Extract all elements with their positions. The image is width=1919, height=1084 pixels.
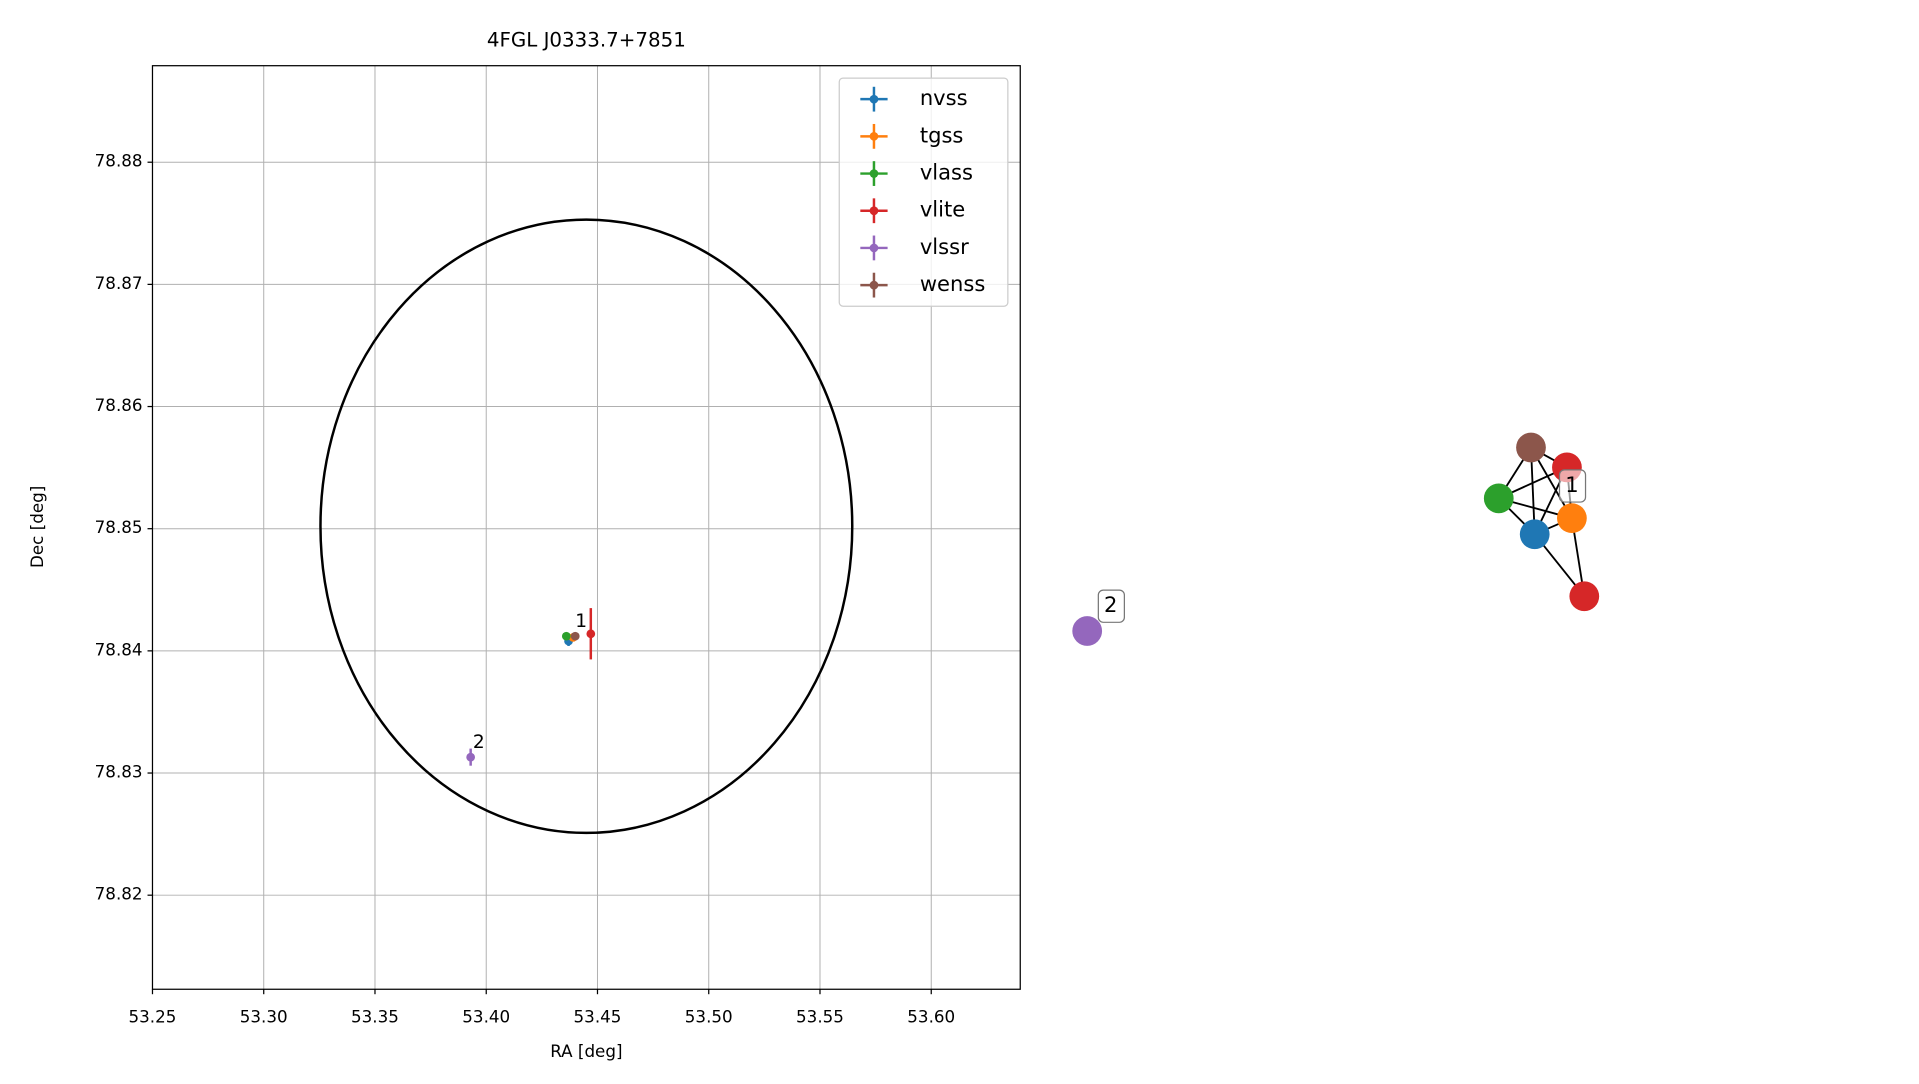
node — [1072, 616, 1103, 646]
cluster-label: 1 — [1565, 472, 1578, 497]
y-tick-label: 78.83 — [95, 762, 143, 782]
axes-frame — [151, 65, 1021, 990]
label-box — [1097, 589, 1125, 623]
legend-marker — [869, 243, 879, 253]
y-axis-label: Dec [deg] — [27, 486, 47, 568]
chart-title: 4FGL J0333.7+7851 — [487, 28, 686, 51]
legend-label: vlass — [920, 160, 973, 185]
annotation: 1 — [575, 611, 587, 632]
x-tick-label: 53.45 — [574, 1006, 622, 1026]
legend-label: tgss — [920, 122, 964, 147]
node — [1569, 581, 1600, 612]
legend-marker — [869, 94, 879, 104]
x-tick-label: 53.60 — [907, 1006, 955, 1026]
legend-label: nvss — [920, 85, 968, 110]
x-axis-label: RA [deg] — [550, 1041, 622, 1061]
x-tick-label: 53.50 — [685, 1006, 733, 1026]
legend-label: wenss — [920, 271, 985, 296]
legend-marker — [869, 169, 879, 178]
legend-marker — [869, 206, 879, 216]
x-tick-label: 53.35 — [351, 1006, 399, 1026]
y-tick-label: 78.88 — [95, 151, 143, 171]
node — [1483, 483, 1514, 514]
x-tick-label: 53.40 — [462, 1006, 510, 1026]
node — [1516, 432, 1546, 463]
node — [1519, 519, 1550, 550]
y-tick-label: 78.82 — [95, 884, 143, 904]
cluster-label: 2 — [1104, 592, 1117, 617]
point — [561, 631, 571, 641]
legend-label: vlssr — [920, 234, 969, 259]
x-tick-label: 53.25 — [129, 1006, 177, 1026]
y-tick-label: 78.86 — [95, 395, 143, 415]
annotation: 2 — [473, 732, 485, 753]
x-tick-label: 53.30 — [240, 1006, 288, 1026]
point — [570, 631, 580, 641]
node — [1557, 503, 1587, 534]
legend-label: vlite — [920, 197, 965, 222]
x-tick-label: 53.55 — [796, 1006, 844, 1026]
error-ellipse — [319, 218, 854, 835]
point — [586, 629, 596, 639]
label-box — [1558, 469, 1587, 503]
y-tick-label: 78.85 — [95, 517, 143, 537]
y-tick-label: 78.87 — [95, 273, 143, 293]
y-tick-label: 78.84 — [95, 639, 143, 659]
legend-marker — [869, 132, 879, 141]
legend-marker — [869, 280, 879, 290]
point — [466, 752, 475, 762]
